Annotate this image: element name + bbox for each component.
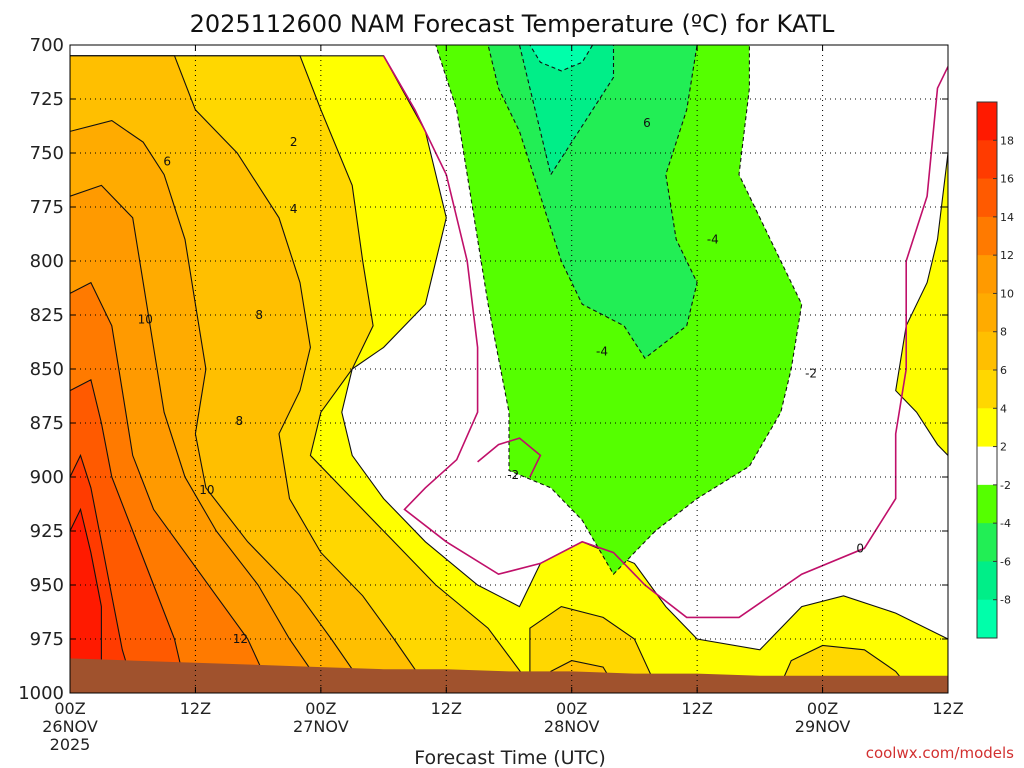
chart-title: 2025112600 NAM Forecast Temperature (ºC)… [190, 10, 835, 38]
colorbar-label: 18 [1000, 134, 1014, 147]
colorbar-swatch [977, 484, 997, 524]
contour-label: 10 [138, 312, 153, 326]
y-tick-label: 875 [30, 413, 64, 434]
contour-label: 4 [290, 202, 298, 216]
contour-label: 8 [236, 414, 244, 428]
temp-band-15 [518, 45, 615, 176]
y-tick-label: 750 [30, 143, 64, 164]
temp-band-16 [529, 45, 594, 72]
x-tick-date: 29NOV [795, 717, 851, 736]
colorbar-label: 4 [1000, 402, 1007, 415]
contour-label: -2 [805, 366, 817, 380]
contour-labels: 6 2 4 10 8 8 10 12 6 -4 -4 -2 -2 0 [138, 116, 864, 646]
zero-isotherm [382, 55, 948, 619]
y-tick-label: 825 [30, 305, 64, 326]
y-axis: 700 725 750 775 800 825 850 875 900 925 950 975 1000 [18, 35, 948, 704]
contour-label: 10 [199, 483, 214, 497]
contour-label: 6 [163, 155, 171, 169]
x-axis-title: Forecast Time (UTC) [414, 747, 605, 768]
colorbar-swatch [977, 140, 997, 180]
ground-surface [70, 658, 948, 693]
y-tick-label: 775 [30, 197, 64, 218]
y-tick-label: 950 [30, 575, 64, 596]
colorbar-label: 10 [1000, 287, 1014, 300]
colorbar-swatch [977, 178, 997, 218]
colorbar-swatch [977, 216, 997, 256]
ground-area [70, 658, 948, 693]
x-tick-time: 00Z [54, 699, 85, 718]
colorbar-label: -8 [1000, 594, 1011, 607]
contour-label: -4 [596, 345, 608, 359]
contour-label: -4 [707, 232, 719, 246]
y-tick-label: 975 [30, 629, 64, 650]
colorbar-swatch [977, 446, 997, 486]
credit-text: coolwx.com/models [866, 744, 1014, 762]
colorbar-swatch [977, 102, 997, 141]
colorbar-label: 14 [1000, 211, 1014, 224]
x-tick-time: 00Z [807, 699, 838, 718]
y-tick-label: 1000 [18, 683, 64, 704]
contour-label: 2 [290, 135, 298, 149]
temperature-fill [70, 45, 948, 693]
x-tick-date: 26NOV [42, 717, 98, 736]
zero-isotherm-line-0 [382, 55, 948, 619]
colorbar-swatch [977, 561, 997, 601]
plot-grid [70, 45, 948, 693]
colorbar-label: -4 [1000, 517, 1011, 530]
x-tick-date: 28NOV [544, 717, 600, 736]
plot-frame [69, 44, 949, 694]
temp-band-1 [895, 152, 948, 457]
colorbar-label: -6 [1000, 555, 1011, 568]
y-tick-label: 700 [30, 35, 64, 56]
y-tick-label: 925 [30, 521, 64, 542]
colorbar: 18 16 14 12 10 8 6 4 2 -2 -4 -6 -8 [976, 101, 1014, 639]
x-tick-time: 12Z [932, 699, 963, 718]
colorbar-swatch [977, 331, 997, 371]
y-tick-label: 725 [30, 89, 64, 110]
y-tick-label: 900 [30, 467, 64, 488]
colorbar-swatch [977, 523, 997, 562]
x-tick-date: 27NOV [293, 717, 349, 736]
colorbar-label: -2 [1000, 479, 1011, 492]
colorbar-swatch [977, 599, 997, 639]
x-tick-time: 00Z [556, 699, 587, 718]
colorbar-swatch [977, 255, 997, 294]
contour-label: 6 [643, 116, 651, 130]
contour-label: -2 [507, 468, 519, 482]
x-tick-time: 00Z [305, 699, 336, 718]
contour-label: 8 [255, 308, 263, 322]
contour-label: 12 [233, 632, 248, 646]
x-tick-time: 12Z [431, 699, 462, 718]
x-tick-time: 12Z [681, 699, 712, 718]
y-tick-label: 800 [30, 251, 64, 272]
colorbar-label: 12 [1000, 249, 1014, 262]
x-tick-year: 2025 [50, 735, 91, 754]
colorbar-label: 6 [1000, 364, 1007, 377]
colorbar-swatch [977, 370, 997, 409]
colorbar-swatch [977, 293, 997, 333]
zero-isotherm-line-1 [477, 437, 542, 478]
colorbar-label: 16 [1000, 173, 1014, 186]
y-tick-label: 850 [30, 359, 64, 380]
colorbar-swatch [977, 408, 997, 448]
contour-label: 0 [856, 541, 864, 555]
x-tick-time: 12Z [180, 699, 211, 718]
colorbar-label: 8 [1000, 326, 1007, 339]
colorbar-label: 2 [1000, 441, 1007, 454]
